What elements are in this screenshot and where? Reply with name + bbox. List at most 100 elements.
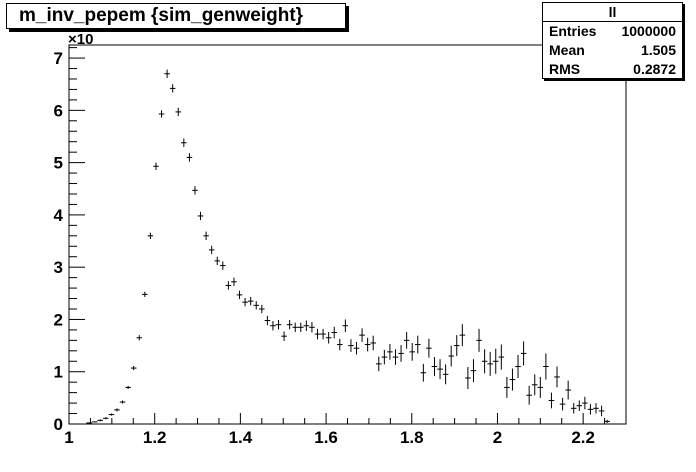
data-point (392, 349, 399, 365)
data-point (398, 345, 404, 362)
x-tick-label: 1.6 (314, 428, 338, 447)
data-point (86, 422, 92, 424)
data-point (414, 335, 421, 354)
data-point (604, 419, 610, 423)
data-point (158, 110, 165, 118)
data-point (582, 396, 588, 410)
data-point (426, 338, 432, 358)
data-point (331, 326, 338, 339)
data-point (220, 261, 226, 270)
x-tick-label: 2.2 (571, 428, 595, 447)
data-point (303, 320, 310, 331)
data-point (448, 345, 454, 367)
y-tick-label: 2 (54, 310, 63, 329)
data-point (348, 339, 354, 352)
data-point (431, 357, 438, 376)
data-point (325, 331, 332, 344)
data-points (86, 69, 610, 424)
data-point (247, 296, 254, 306)
y-axis-exponent: ×10-9 (68, 24, 103, 48)
data-point (537, 376, 544, 398)
data-point (515, 354, 521, 378)
data-point (476, 328, 482, 352)
data-point (259, 304, 265, 314)
data-point (570, 403, 577, 414)
data-point (175, 107, 182, 117)
x-tick-label: 1 (64, 428, 73, 447)
data-point (565, 380, 571, 400)
data-point (375, 356, 382, 372)
data-point (275, 319, 282, 330)
y-tick-label: 1 (54, 363, 63, 382)
data-point (598, 405, 605, 417)
y-tick-label: 4 (54, 206, 64, 225)
data-point (181, 138, 187, 147)
data-point (559, 397, 566, 411)
data-point (125, 385, 131, 389)
stats-row-rms: RMS 0.2872 (543, 60, 682, 79)
stats-value: 0.2872 (633, 61, 676, 77)
data-point (353, 341, 360, 355)
data-point (169, 84, 176, 93)
data-point (453, 335, 460, 357)
data-point (197, 211, 204, 221)
data-point (97, 419, 104, 422)
stats-box: ll Entries 1000000 Mean 1.505 RMS 0.2872 (542, 2, 683, 79)
plot-title-box: m_inv_pepem {sim_genweight} (6, 3, 346, 29)
y-tick-label: 6 (54, 101, 63, 120)
stats-row-mean: Mean 1.505 (543, 41, 682, 60)
stats-value: 1000000 (621, 23, 676, 39)
stats-name: ll (543, 3, 682, 22)
data-point (231, 277, 237, 286)
stats-row-entries: Entries 1000000 (543, 22, 682, 41)
data-point (203, 231, 209, 240)
data-point (286, 319, 293, 330)
data-point (370, 335, 376, 351)
data-point (459, 324, 466, 347)
y-axis: 0 1 2 3 4 5 6 7 (54, 47, 85, 434)
data-point (281, 331, 287, 341)
data-point (403, 331, 410, 349)
data-point (359, 328, 365, 342)
data-point (587, 404, 594, 415)
stats-label: Mean (549, 42, 585, 58)
data-point (253, 301, 260, 310)
x-axis: 1 1.2 1.4 1.6 1.8 2 2.2 (64, 413, 627, 447)
data-point (298, 322, 304, 332)
plot-frame (68, 44, 627, 425)
data-point (292, 322, 299, 332)
data-point (142, 291, 148, 297)
data-point (130, 365, 137, 371)
data-point (136, 335, 143, 341)
data-point (387, 344, 393, 360)
y-tick-label: 0 (54, 415, 63, 434)
data-point (314, 328, 321, 340)
data-point (487, 351, 493, 376)
data-point (531, 374, 538, 396)
y-tick-label: 5 (54, 154, 63, 173)
data-point (576, 400, 583, 411)
x-tick-label: 1.2 (143, 428, 167, 447)
data-point (420, 363, 427, 382)
data-point (153, 162, 159, 170)
data-point (364, 337, 371, 352)
data-point (381, 349, 388, 365)
data-point (470, 359, 477, 383)
data-point (526, 385, 532, 405)
x-tick-label: 1.4 (229, 428, 253, 447)
data-point (103, 417, 109, 420)
data-point (337, 338, 343, 351)
data-point (593, 403, 599, 414)
stats-label: RMS (549, 61, 581, 77)
data-point (492, 348, 499, 374)
data-point (270, 321, 276, 331)
data-point (465, 367, 471, 389)
x-tick-label: 1.8 (400, 428, 424, 447)
data-point (264, 315, 271, 326)
data-point (342, 319, 349, 332)
data-point (214, 256, 221, 266)
y-tick-label: 7 (54, 49, 63, 68)
data-point (208, 245, 215, 255)
plot-title: m_inv_pepem {sim_genweight} (19, 5, 304, 26)
